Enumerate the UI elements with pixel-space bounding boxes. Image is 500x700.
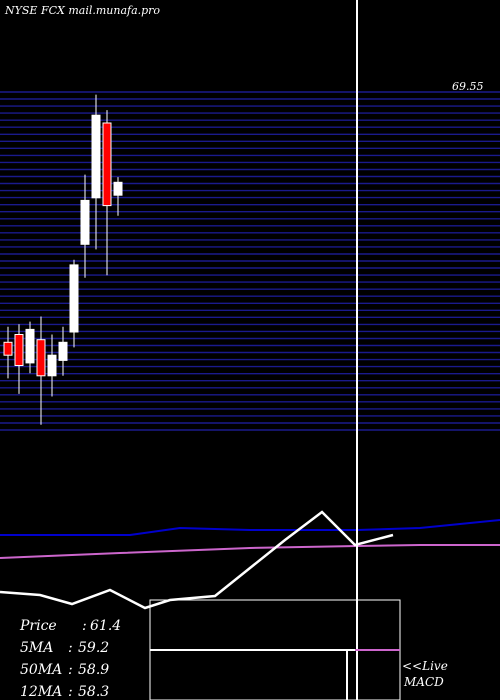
chart-title: NYSE FCX mail.munafa.pro: [4, 4, 160, 17]
ma-line-blue: [0, 519, 500, 536]
macd-panel: <<Live MACD: [149, 599, 448, 700]
candle-down: [14, 334, 24, 366]
stat-price-sep: :: [82, 618, 87, 634]
top-price-label: 69.55: [452, 80, 484, 93]
stat-5ma-value: 59.2: [78, 640, 109, 656]
indicator-line-white: [0, 510, 394, 610]
stat-price-label: Price: [19, 618, 57, 634]
stat-price-value: 61.4: [90, 618, 121, 634]
stat-50ma-label: 50MA: [20, 662, 62, 678]
candle-down: [102, 122, 112, 207]
stat-12ma-value: 58.3: [78, 684, 109, 700]
stat-50ma-sep: :: [68, 662, 73, 678]
candle-down: [3, 341, 13, 356]
indicator-lines: [0, 510, 394, 610]
stats-panel: Price : 61.4 5MA : 59.2 50MA : 58.9 12MA…: [19, 618, 121, 700]
stat-12ma-label: 12MA: [20, 684, 62, 700]
stat-12ma-sep: :: [68, 684, 73, 700]
ma-line-magenta: [0, 544, 500, 559]
candle-up: [80, 199, 90, 245]
candle-up: [58, 341, 68, 361]
moving-average-lines: [0, 519, 500, 559]
candle-up: [69, 264, 79, 333]
stat-5ma-label: 5MA: [20, 640, 53, 656]
macd-label: MACD: [403, 675, 444, 689]
stat-50ma-value: 58.9: [78, 662, 109, 678]
price-grid: [0, 91, 500, 431]
candle-up: [25, 328, 35, 364]
candlestick-series: [3, 94, 123, 425]
candle-up: [113, 181, 123, 196]
macd-live-label: <<Live: [402, 659, 448, 673]
candle-down: [36, 339, 46, 377]
candle-up: [47, 354, 57, 377]
candle-up: [91, 114, 101, 199]
stat-5ma-sep: :: [68, 640, 73, 656]
